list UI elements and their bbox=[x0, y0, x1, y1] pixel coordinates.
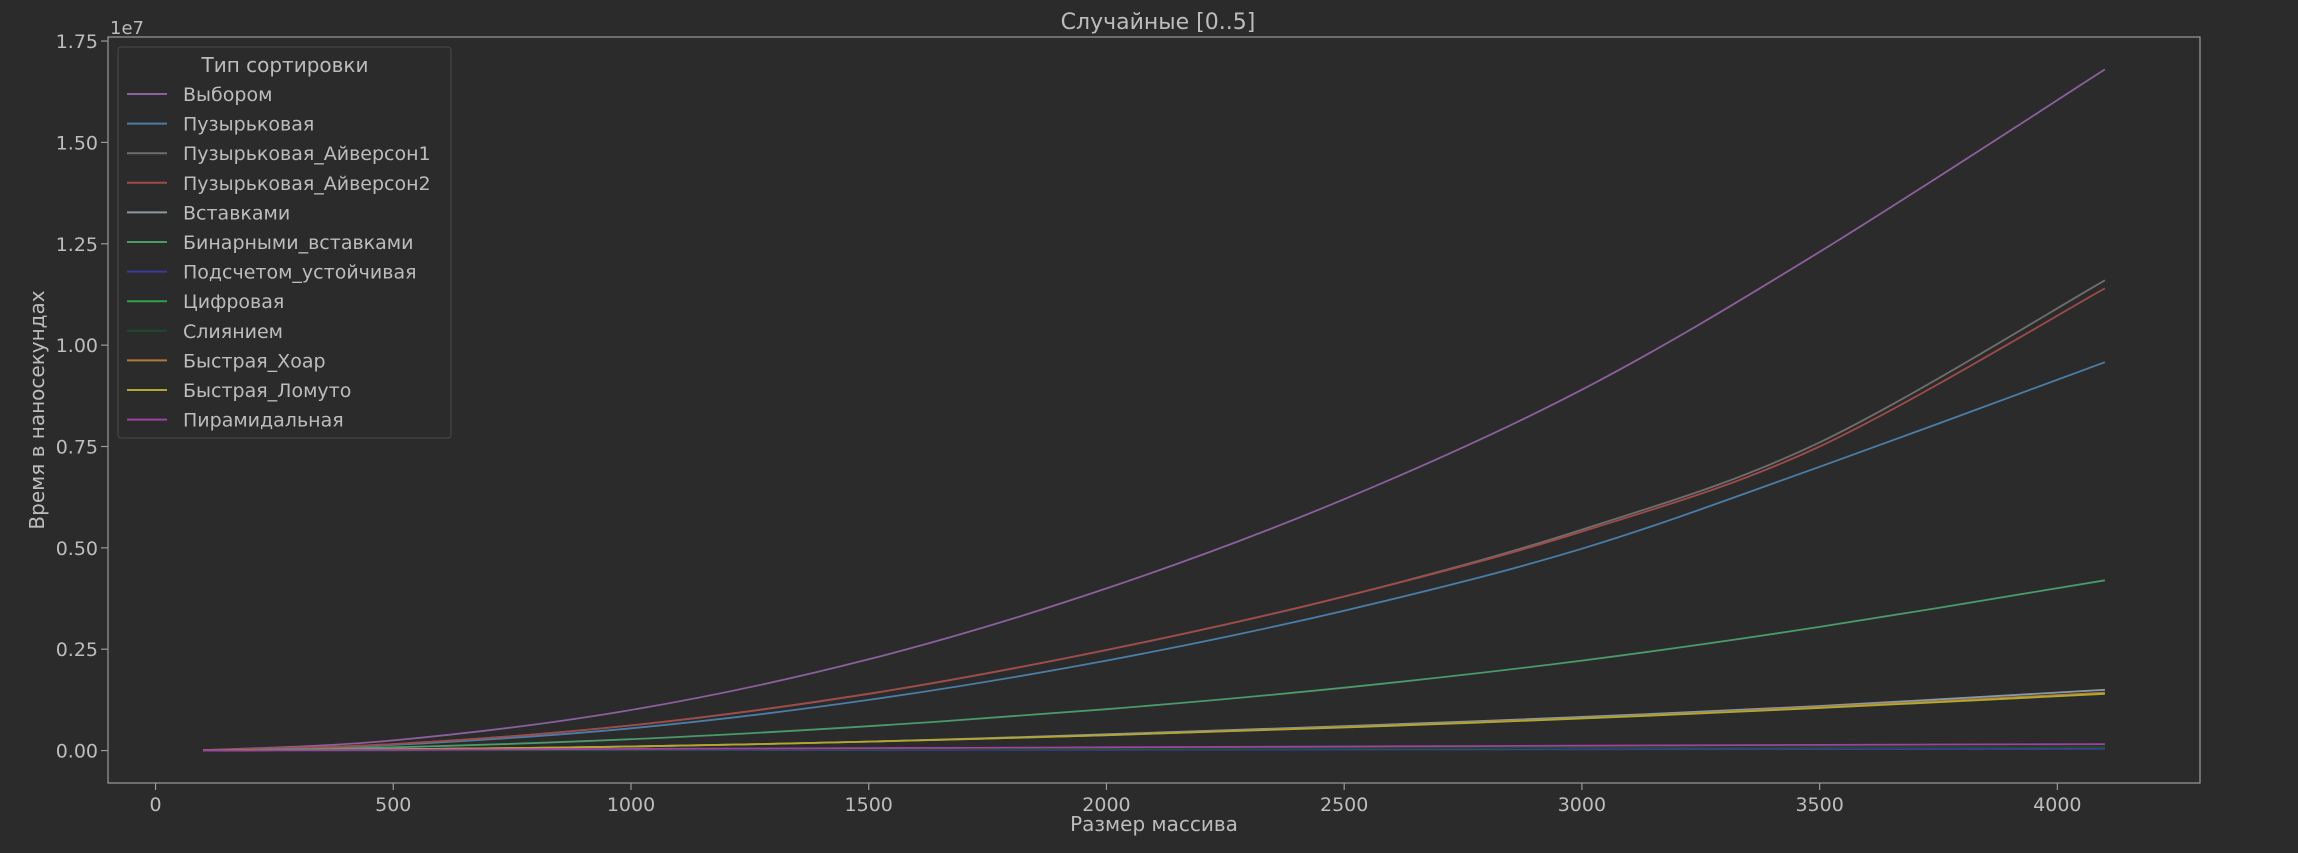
series-line-4 bbox=[203, 287, 2106, 752]
legend-title: Тип сортировки bbox=[200, 53, 368, 77]
legend-label: Пузырьковая_Айверсон1 bbox=[183, 143, 431, 165]
x-tick-label: 1000 bbox=[607, 794, 655, 816]
legend-label: Вставками bbox=[183, 202, 290, 224]
x-tick-label: 1500 bbox=[845, 794, 893, 816]
x-tick-label: 500 bbox=[375, 794, 411, 816]
y-tick-label: 0.25 bbox=[56, 639, 98, 661]
x-tick-label: 3000 bbox=[1558, 794, 1606, 816]
x-tick-label: 3500 bbox=[1795, 794, 1843, 816]
x-tick-label: 2000 bbox=[1082, 794, 1130, 816]
legend-label: Пузырьковая bbox=[183, 114, 314, 136]
x-tick-label: 4000 bbox=[2033, 794, 2081, 816]
y-tick-label: 1.50 bbox=[56, 132, 98, 154]
plot-area bbox=[107, 36, 2201, 784]
legend-label: Пузырьковая_Айверсон2 bbox=[183, 173, 431, 195]
series-line-11 bbox=[203, 692, 2105, 752]
legend-label: Пирамидальная bbox=[183, 410, 344, 432]
y-tick-label: 1.00 bbox=[56, 335, 98, 357]
y-tick-label: 1.75 bbox=[56, 31, 98, 53]
legend-box bbox=[117, 46, 452, 439]
x-tick-label: 0 bbox=[149, 794, 161, 816]
series-line-2 bbox=[203, 361, 2106, 752]
series-line-6 bbox=[203, 579, 2106, 752]
x-axis-label: Размер массива bbox=[1070, 812, 1238, 836]
y-tick-label: 0.50 bbox=[56, 538, 98, 560]
legend-label: Выбором bbox=[183, 84, 272, 106]
legend-label: Бинарными_вставками bbox=[183, 232, 413, 254]
legend-label: Быстрая_Ломуто bbox=[183, 380, 351, 402]
y-axis: 0.00 0.25 0.50 0.75 1.00 1.25 1.50 1.75 bbox=[56, 31, 108, 763]
legend-label: Быстрая_Хоар bbox=[183, 350, 326, 372]
y-tick-label: 0.00 bbox=[56, 741, 98, 763]
series-line-1 bbox=[203, 68, 2106, 752]
chart-title: Случайные [0..5] bbox=[1061, 10, 1256, 35]
series-line-12 bbox=[203, 743, 2105, 752]
legend-label: Цифровая bbox=[183, 291, 284, 313]
series-lines bbox=[203, 68, 2106, 752]
legend-label: Подсчетом_устойчивая bbox=[183, 262, 417, 284]
legend: Тип сортировки Выбором Пузырьковая Пузырьк… bbox=[117, 46, 452, 439]
y-axis-label: Время в наносекундах bbox=[25, 290, 49, 529]
x-axis: 0 500 1000 1500 2000 2500 3000 3500 4000 bbox=[149, 783, 2082, 816]
y-tick-label: 1.25 bbox=[56, 234, 98, 256]
x-tick-label: 2500 bbox=[1320, 794, 1368, 816]
y-axis-scale-label: 1e7 bbox=[110, 18, 144, 39]
legend-label: Слиянием bbox=[183, 321, 283, 343]
y-tick-label: 0.75 bbox=[56, 436, 98, 458]
